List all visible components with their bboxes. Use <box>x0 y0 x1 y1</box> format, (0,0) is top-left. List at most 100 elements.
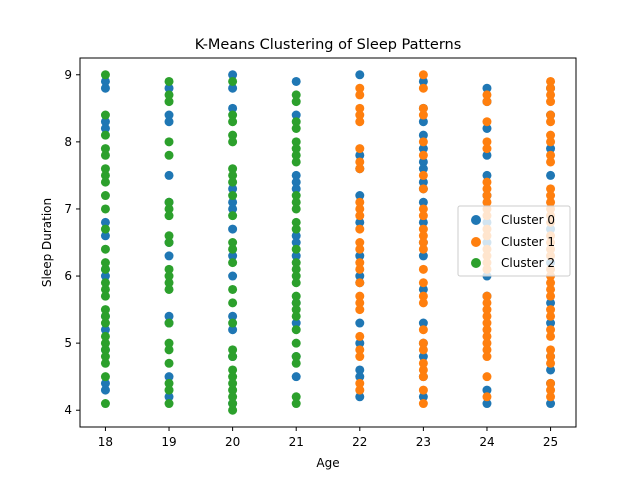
data-point-cluster-2-73 <box>291 90 301 100</box>
x-tick-label-22: 22 <box>352 435 367 449</box>
data-point-cluster-0-49 <box>355 70 365 80</box>
data-point-cluster-0-102 <box>546 365 556 375</box>
data-point-cluster-1-49 <box>418 385 428 395</box>
data-point-cluster-2-37 <box>164 264 174 274</box>
data-point-cluster-1-25 <box>418 70 428 80</box>
data-point-cluster-1-56 <box>482 177 492 187</box>
data-point-cluster-1-55 <box>482 144 492 154</box>
data-point-cluster-2-2 <box>100 130 110 140</box>
data-point-cluster-2-54 <box>228 170 238 180</box>
data-point-cluster-1-79 <box>482 392 492 402</box>
data-point-cluster-0-83 <box>482 123 492 133</box>
data-point-cluster-0-26 <box>228 103 238 113</box>
data-point-cluster-0-38 <box>291 110 301 120</box>
data-point-cluster-0-100 <box>546 318 556 328</box>
data-point-cluster-2-91 <box>291 291 301 301</box>
x-axis-label: Age <box>316 456 339 470</box>
data-point-cluster-0-37 <box>291 76 301 86</box>
data-point-cluster-1-21 <box>355 345 365 355</box>
data-point-cluster-1-0 <box>355 83 365 93</box>
data-point-cluster-1-78 <box>482 372 492 382</box>
data-point-cluster-2-57 <box>228 211 238 221</box>
data-point-cluster-2-89 <box>291 271 301 281</box>
data-point-cluster-1-72 <box>482 318 492 328</box>
data-point-cluster-1-41 <box>418 291 428 301</box>
data-point-cluster-2-97 <box>291 352 301 362</box>
data-point-cluster-2-11 <box>100 244 110 254</box>
data-point-cluster-0-28 <box>228 197 238 207</box>
data-point-cluster-0-30 <box>228 224 238 234</box>
data-point-cluster-1-22 <box>355 352 365 362</box>
data-point-cluster-2-9 <box>100 204 110 214</box>
data-point-cluster-2-45 <box>164 378 174 388</box>
data-point-cluster-2-10 <box>100 224 110 234</box>
y-tick-label-7: 7 <box>64 202 72 216</box>
data-point-cluster-2-53 <box>228 164 238 174</box>
data-point-cluster-1-37 <box>418 238 428 247</box>
data-point-cluster-0-2 <box>100 117 110 127</box>
data-point-cluster-2-28 <box>164 90 174 100</box>
data-point-cluster-0-104 <box>546 399 556 409</box>
data-point-cluster-1-44 <box>418 338 428 348</box>
data-point-cluster-2-26 <box>100 399 110 409</box>
data-point-cluster-2-62 <box>228 298 238 308</box>
data-point-cluster-2-5 <box>100 164 110 174</box>
data-point-cluster-0-14 <box>164 110 174 120</box>
data-point-cluster-1-104 <box>546 291 556 301</box>
data-point-cluster-0-59 <box>355 365 365 375</box>
data-point-cluster-1-29 <box>418 137 428 147</box>
data-point-cluster-1-15 <box>355 264 365 274</box>
data-point-cluster-1-102 <box>546 278 556 288</box>
x-tick-label-24: 24 <box>479 435 494 449</box>
data-point-cluster-0-67 <box>418 157 428 167</box>
data-point-cluster-2-79 <box>291 150 301 160</box>
data-point-cluster-0-39 <box>291 170 301 180</box>
data-point-cluster-2-15 <box>100 284 110 294</box>
data-point-cluster-1-80 <box>546 76 556 86</box>
data-point-cluster-1-18 <box>355 298 365 308</box>
data-point-cluster-1-33 <box>418 204 428 214</box>
legend-marker-cluster-2 <box>471 258 481 268</box>
data-point-cluster-1-50 <box>418 399 428 409</box>
data-point-cluster-1-83 <box>546 97 556 107</box>
data-point-cluster-1-91 <box>546 191 556 201</box>
data-point-cluster-1-34 <box>418 211 428 221</box>
data-point-cluster-1-52 <box>482 97 492 107</box>
data-point-cluster-1-32 <box>418 184 428 194</box>
data-point-cluster-1-92 <box>546 197 556 207</box>
data-point-cluster-0-74 <box>418 251 428 261</box>
data-point-cluster-1-68 <box>482 291 492 301</box>
data-point-cluster-0-24 <box>228 70 238 80</box>
legend: Cluster 0 Cluster 1 Cluster 2 <box>457 205 571 277</box>
data-point-cluster-2-1 <box>100 110 110 120</box>
data-point-cluster-2-61 <box>228 284 238 294</box>
data-point-cluster-1-11 <box>355 224 365 234</box>
data-point-cluster-0-40 <box>291 177 301 187</box>
data-point-cluster-1-82 <box>546 90 556 100</box>
data-point-cluster-1-5 <box>355 144 365 154</box>
data-point-cluster-2-30 <box>164 137 174 147</box>
data-point-cluster-2-0 <box>100 70 110 80</box>
data-point-cluster-2-86 <box>291 244 301 254</box>
data-point-cluster-2-75 <box>291 117 301 127</box>
y-tick-label-4: 4 <box>64 403 72 417</box>
data-point-cluster-2-34 <box>164 211 174 221</box>
data-point-cluster-2-44 <box>164 358 174 368</box>
data-point-cluster-1-103 <box>546 284 556 294</box>
data-point-cluster-2-77 <box>291 137 301 147</box>
data-point-cluster-1-112 <box>546 378 556 388</box>
data-point-cluster-0-5 <box>100 231 110 241</box>
x-tick-label-23: 23 <box>416 435 431 449</box>
data-point-cluster-2-18 <box>100 311 110 321</box>
data-point-cluster-1-26 <box>418 83 428 93</box>
data-point-cluster-2-80 <box>291 157 301 167</box>
data-point-cluster-2-65 <box>228 352 238 362</box>
data-point-cluster-0-54 <box>355 251 365 261</box>
data-point-cluster-2-95 <box>291 325 301 335</box>
data-point-cluster-1-113 <box>546 385 556 395</box>
data-point-cluster-2-24 <box>100 358 110 368</box>
data-point-cluster-1-106 <box>546 311 556 321</box>
data-point-cluster-2-68 <box>228 378 238 388</box>
data-point-cluster-0-61 <box>355 392 365 402</box>
data-point-cluster-2-64 <box>228 345 238 355</box>
